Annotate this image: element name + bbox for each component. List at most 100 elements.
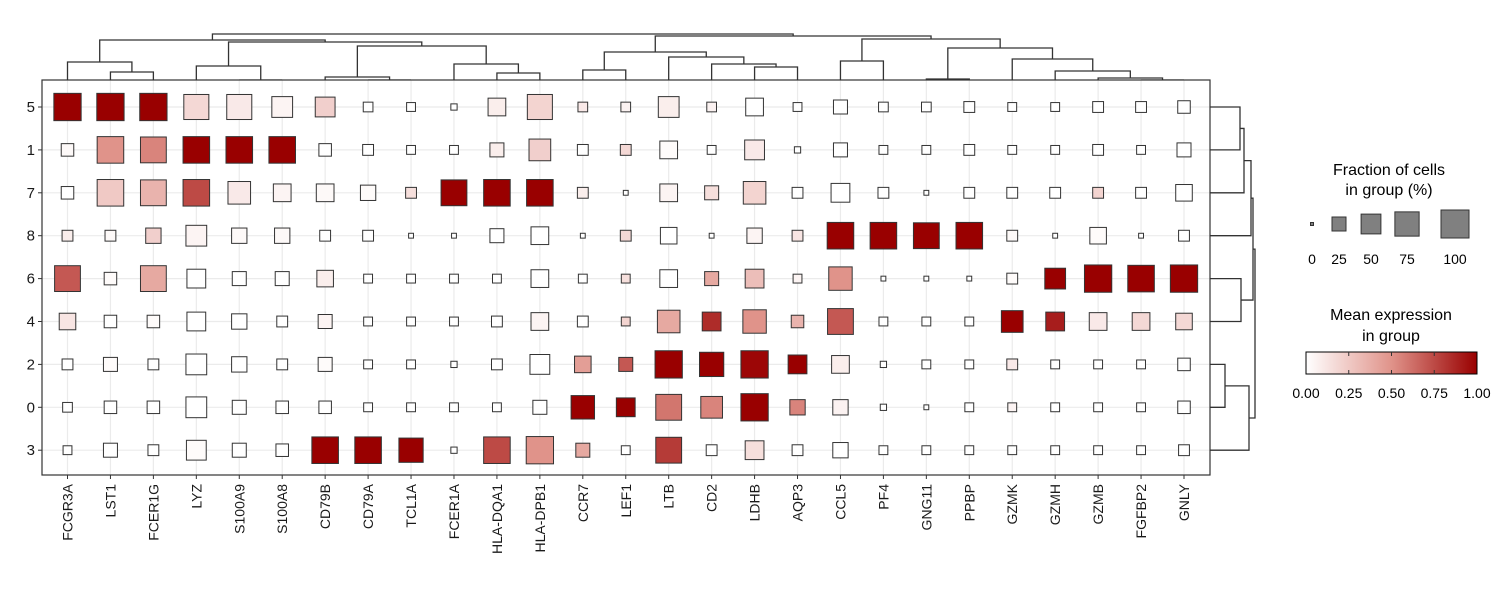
cell-8-FGFBP2 [1138,232,1144,239]
cell-5-LST1 [96,92,125,122]
cell-3-HLA-DQA1 [483,436,511,464]
x-tick-label: HLA-DQA1 [489,484,505,554]
x-tick-label: GZMK [1004,483,1020,524]
cell-1-CD79A [362,143,375,156]
color-legend-title-line1: Mean expression [1330,307,1452,324]
cell-7-FGFBP2 [1135,186,1147,199]
cell-8-LYZ [185,224,208,247]
size-legend-square [1440,209,1470,239]
cell-6-LEF1 [620,273,631,284]
cell-0-GZMB [1093,402,1104,413]
cell-0-PPBP [964,402,975,413]
cell-2-AQP3 [787,354,808,375]
cell-7-PPBP [963,186,976,199]
cell-3-FCER1G [147,444,160,457]
x-tick-label: GNLY [1176,483,1192,521]
cell-4-LEF1 [620,316,631,327]
cell-8-S100A9 [231,227,248,244]
cell-8-LDHB [746,227,763,244]
cell-3-CD79A [354,436,382,464]
cell-6-HLA-DPB1 [530,269,550,288]
dendrogram-branch [1210,363,1226,408]
cell-6-GZMK [1006,272,1019,285]
cell-2-GZMB [1093,359,1104,370]
cell-7-LTB [659,183,679,203]
cell-2-HLA-DPB1 [529,354,551,375]
cell-4-PPBP [964,316,975,327]
cell-8-FCER1G [145,227,162,244]
cell-8-HLA-DQA1 [489,228,505,244]
size-legend-label: 100 [1443,251,1467,267]
cell-1-FCGR3A [60,143,75,157]
cell-1-TCL1A [406,144,416,155]
dendrogram-branch [109,71,155,80]
x-tick-label: PPBP [961,484,977,521]
cell-4-GZMK [1000,310,1024,333]
cell-3-FGFBP2 [1136,445,1146,456]
size-legend-label: 75 [1399,251,1415,267]
cell-4-GZMB [1088,312,1108,331]
cell-5-GNG11 [920,101,932,113]
cell-5-GZMK [1007,102,1018,112]
y-tick-label: 8 [27,228,35,245]
cell-4-CD79B [317,314,333,329]
dot-cells [53,92,1199,465]
x-tick-label: CD79B [317,484,333,529]
cell-0-CCR7 [570,395,596,420]
cell-3-LDHB [744,440,765,461]
cell-0-S100A8 [275,400,289,415]
cell-5-LTB [657,96,680,118]
x-tick-label: LTB [661,484,677,509]
cell-1-S100A8 [268,136,296,164]
dendrogram-branch [603,51,707,70]
cell-1-CD2 [706,144,717,155]
cell-2-HLA-DQA1 [491,358,503,371]
y-tick-label: 3 [27,442,35,459]
cell-7-GNLY [1175,184,1193,202]
size-legend-title-line1: Fraction of cells [1333,162,1445,179]
x-tick-label: FGFBP2 [1133,484,1149,539]
cell-1-GZMK [1007,144,1018,155]
cell-4-PF4 [878,316,889,327]
cell-5-LYZ [183,93,210,121]
cell-8-FCER1A [451,232,457,239]
cell-2-CCR7 [574,355,592,374]
x-tick-label: S100A8 [274,484,290,534]
cell-4-FCGR3A [58,312,77,331]
cell-0-CCL5 [832,399,849,416]
cell-5-CCL5 [832,99,848,115]
cell-0-HLA-DQA1 [491,402,502,413]
cell-8-S100A8 [274,227,291,244]
cell-2-PPBP [964,359,975,370]
cell-3-LTB [655,436,683,464]
cell-6-AQP3 [792,273,803,284]
cell-4-GNG11 [921,316,932,327]
cell-0-LST1 [103,400,118,415]
cell-8-TCL1A [408,232,414,239]
size-legend-title-line2: in group (%) [1345,182,1432,199]
cell-8-CD79B [319,229,332,242]
cell-7-FCGR3A [60,186,75,200]
cell-3-S100A8 [275,443,289,457]
cell-5-GZMH [1050,102,1061,112]
cell-0-CD79A [363,402,374,413]
cell-3-CD2 [705,444,718,457]
cell-4-AQP3 [790,314,805,329]
cell-8-AQP3 [791,229,804,242]
cell-1-FGFBP2 [1136,144,1146,155]
cell-3-FCER1A [450,446,458,454]
gene-dendrogram [66,33,1184,81]
dendrogram-branch [947,47,1054,79]
cell-2-CD79A [363,359,374,370]
cell-2-GNLY [1177,357,1191,372]
cell-4-HLA-DQA1 [491,315,503,328]
cell-4-LTB [656,309,681,334]
dendrogram-branch [66,61,133,80]
size-legend-square [1331,216,1347,232]
cell-5-FCGR3A [53,92,82,122]
cell-4-FCER1G [146,314,161,329]
dendrogram-branch [1210,159,1252,237]
size-legend-label: 25 [1331,251,1347,267]
color-legend-label: 0.75 [1421,385,1448,401]
cell-2-CD79B [317,356,333,372]
